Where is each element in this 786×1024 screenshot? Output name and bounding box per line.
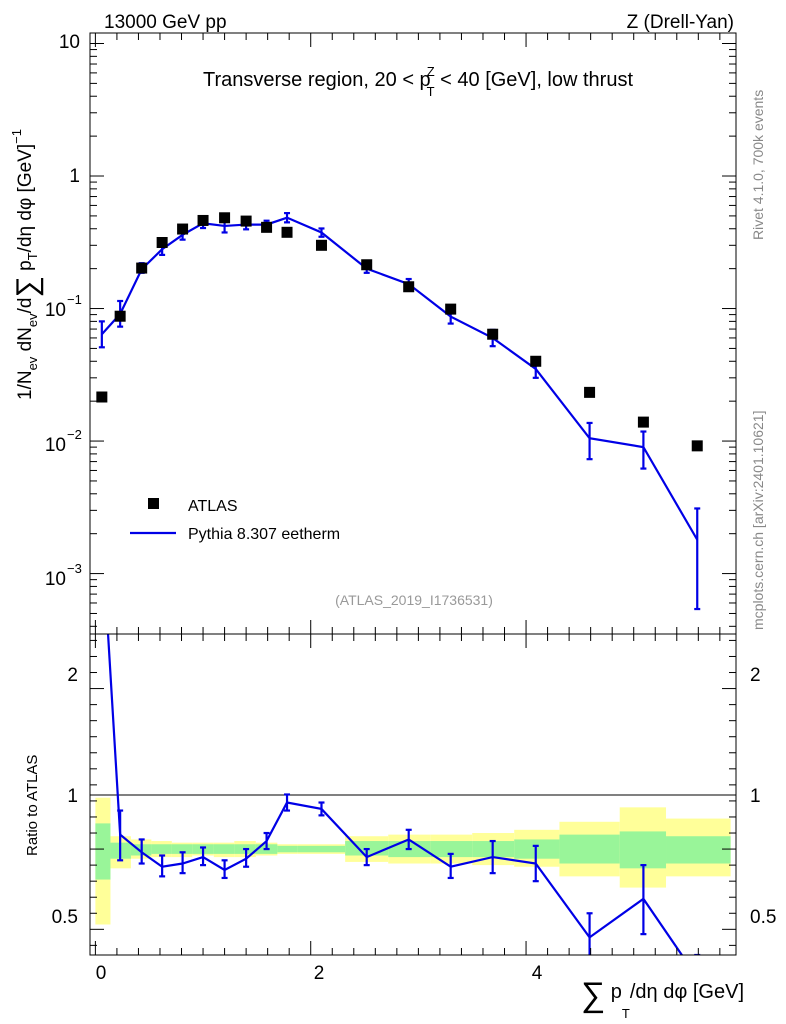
y-tick-label-1: 1 [69, 166, 80, 187]
data-point [445, 303, 457, 315]
data-point [530, 355, 542, 367]
ratio-band-inner [277, 845, 298, 853]
collision-energy-label: 13000 GeV pp [104, 12, 227, 33]
data-point [177, 223, 189, 235]
ratio-band-inner [95, 823, 111, 880]
data-point [114, 310, 126, 322]
main-plot-frame [89, 32, 737, 635]
ratio-band-inner [619, 831, 667, 869]
ratio-y-tick-left-2: 2 [67, 665, 78, 686]
ratio-y-tick-right-2: 2 [750, 665, 761, 686]
ratio-y-tick-right-0.5: 0.5 [750, 907, 776, 928]
x-axis-label: ∑ pT/dη dφ [GeV] [581, 976, 744, 1021]
legend-data-marker [148, 498, 159, 509]
process-label: Z (Drell-Yan) [627, 12, 734, 33]
svg-text:−3: −3 [67, 561, 82, 576]
legend: ATLAS Pythia 8.307 eetherm [130, 498, 340, 543]
ratio-plot-frame [89, 633, 737, 956]
data-point [281, 226, 293, 238]
rivet-version-label: Rivet 4.1.0, 700k events [750, 90, 766, 240]
data-point [261, 221, 273, 233]
ratio-axis-ticks [90, 634, 736, 955]
x-tick-label-0: 0 [96, 963, 107, 984]
data-point [361, 259, 373, 271]
main-panel: Transverse region, 20 < pZ T < 40 [GeV], … [9, 32, 737, 635]
data-point [315, 239, 327, 251]
data-point [403, 281, 415, 293]
mcplots-url-label: mcplots.cern.ch [arXiv:2401.10621] [750, 411, 766, 630]
ratio-band-inner [151, 844, 172, 854]
y-tick-label-10: 10 [59, 32, 80, 53]
ratio-band-inner [666, 836, 731, 864]
data-point [487, 328, 499, 340]
x-tick-label-2: 2 [314, 963, 325, 984]
ratio-y-axis-label: Ratio to ATLAS [24, 755, 41, 856]
y-tick-label-0.1: 10 −1 [45, 292, 82, 321]
y-tick-label-0.001: 10 −3 [45, 561, 82, 590]
ratio-y-tick-right-1: 1 [750, 786, 761, 807]
data-point [156, 236, 168, 248]
ratio-panel: 2 1 0.5 2 1 0.5 Ratio to ATLAS 0 2 4 ∑ p… [24, 633, 776, 1021]
ratio-band-inner [171, 844, 193, 854]
plot-title-suffix: < 40 [GeV], low thrust [435, 69, 634, 91]
data-point [240, 215, 252, 227]
legend-data-label: ATLAS [188, 498, 238, 515]
data-series [96, 212, 703, 452]
svg-text:10: 10 [45, 435, 66, 456]
plot-title-subscript: T [427, 84, 435, 99]
svg-text:−2: −2 [67, 427, 82, 442]
plot-title: Transverse region, 20 < pZ T < 40 [GeV], … [203, 64, 633, 99]
model-series [98, 211, 701, 611]
main-axis-ticks [90, 33, 736, 634]
data-point [219, 212, 231, 224]
ratio-band-inner [297, 845, 346, 853]
ratio-model-clipped [106, 634, 701, 955]
data-point [96, 391, 108, 403]
svg-text:10: 10 [45, 569, 66, 590]
svg-text:−1: −1 [67, 292, 82, 307]
x-tick-label-4: 4 [532, 963, 543, 984]
data-point [136, 262, 148, 274]
data-point [637, 416, 649, 428]
ratio-band-inner [213, 844, 235, 854]
legend-model-label: Pythia 8.307 eetherm [188, 526, 340, 543]
ratio-uncertainty-bands [95, 797, 731, 925]
ratio-band-inner [430, 841, 473, 858]
ratio-y-tick-left-1: 1 [67, 786, 78, 807]
plot-title-prefix: Transverse region, 20 < p [203, 69, 431, 91]
plot-title-superscript: Z [427, 64, 435, 79]
model-curve [101, 216, 699, 541]
ratio-band-inner [559, 834, 620, 864]
svg-text:10: 10 [45, 300, 66, 321]
data-point [197, 214, 209, 226]
ratio-model-series [106, 634, 701, 955]
data-point [691, 440, 703, 452]
data-point [584, 386, 596, 398]
ratio-y-tick-left-0.5: 0.5 [52, 907, 78, 928]
analysis-id-label: (ATLAS_2019_I1736531) [335, 592, 493, 608]
y-tick-label-0.01: 10 −2 [45, 427, 82, 456]
y-axis-label: 1/Nev dNev/d∑ pT/dη dφ [GeV]−1 [9, 129, 44, 400]
